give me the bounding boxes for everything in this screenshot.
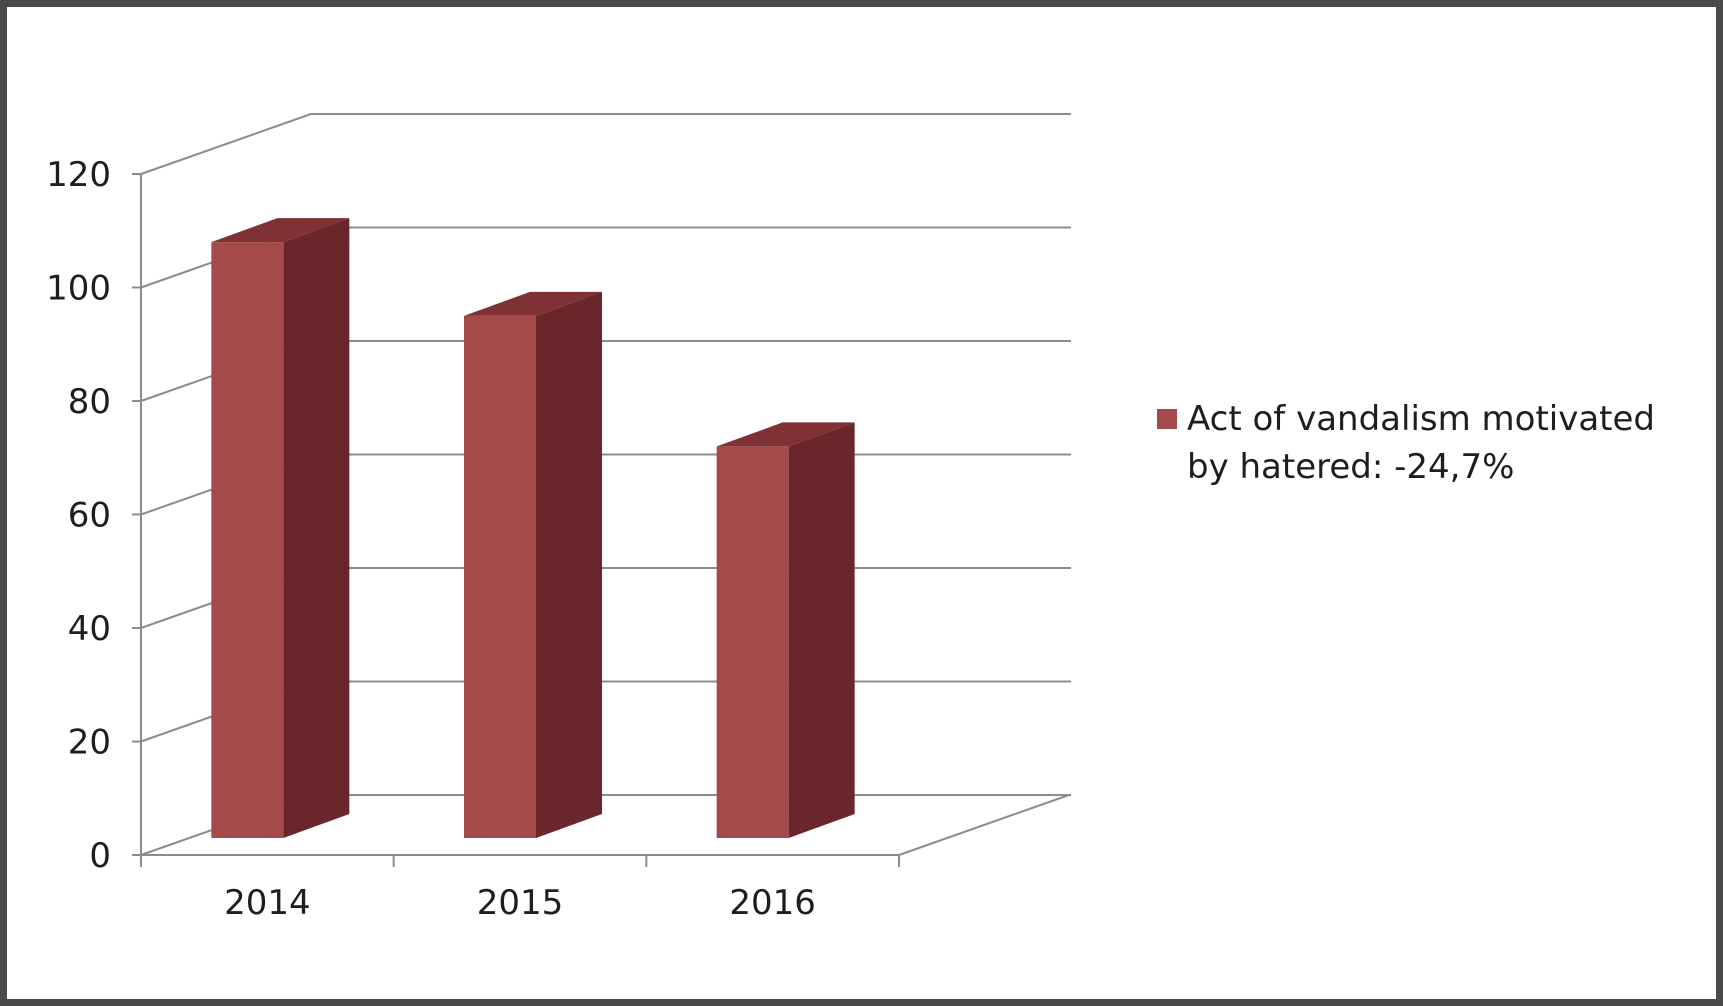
legend-label: Act of vandalism motivated by hatered: -… <box>1187 399 1656 487</box>
y-tick-label-60: 60 <box>68 496 111 536</box>
x-tick-label-2015: 2015 <box>477 883 564 923</box>
bar-2015 <box>464 315 536 838</box>
bar-top-2016 <box>716 422 855 447</box>
y-tick-label-120: 120 <box>46 155 111 195</box>
floor-right-edge <box>898 794 1070 856</box>
legend-swatch <box>1157 409 1177 429</box>
y-tick-label-20: 20 <box>68 723 111 763</box>
legend: Act of vandalism motivated by hatered: -… <box>1157 395 1697 491</box>
y-tick-label-0: 0 <box>89 836 111 876</box>
y-tick-label-40: 40 <box>68 609 111 649</box>
bar-side-2016 <box>788 422 855 838</box>
bar-top-2014 <box>211 218 350 243</box>
bar-2014 <box>211 242 284 838</box>
bar-chart: 0 20 40 60 80 100 120 2014 2015 2016 <box>46 113 1071 923</box>
x-tick-label-2016: 2016 <box>729 883 816 923</box>
bar-side-2014 <box>283 218 350 838</box>
bar-side-2015 <box>536 291 602 838</box>
gridline-side-120 <box>140 113 312 175</box>
y-tick-label-100: 100 <box>46 269 111 309</box>
y-tick-label-80: 80 <box>68 382 111 422</box>
x-tick-label-2014: 2014 <box>224 883 311 923</box>
bar-top-2015 <box>464 291 602 316</box>
bar-2016 <box>716 446 789 838</box>
